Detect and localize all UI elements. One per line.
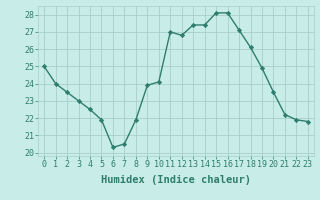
X-axis label: Humidex (Indice chaleur): Humidex (Indice chaleur) bbox=[101, 175, 251, 185]
